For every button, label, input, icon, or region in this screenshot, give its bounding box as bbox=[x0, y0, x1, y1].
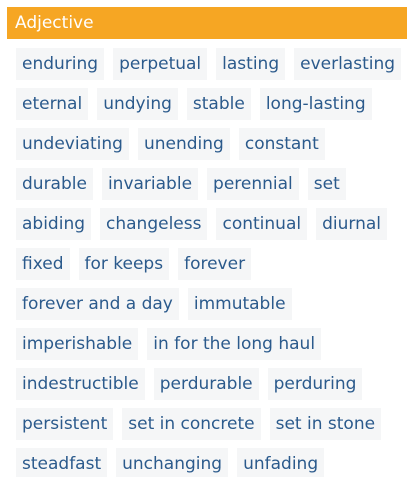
synonym-row: enduring perpetual lasting everlasting bbox=[16, 48, 408, 80]
synonym-chip[interactable]: indestructible bbox=[16, 368, 145, 400]
synonym-chip[interactable]: immutable bbox=[187, 288, 292, 320]
synonym-chip[interactable]: imperishable bbox=[16, 328, 139, 360]
synonym-row: persistent set in concrete set in stone bbox=[16, 408, 408, 440]
synonym-row: eternal undying stable long-lasting bbox=[16, 88, 408, 120]
synonym-row: indestructible perdurable perduring bbox=[16, 368, 408, 400]
part-of-speech-header: Adjective bbox=[7, 7, 407, 39]
synonym-chip[interactable]: diurnal bbox=[316, 208, 387, 240]
synonym-row: durable invariable perennial set bbox=[16, 168, 408, 200]
synonym-chip[interactable]: eternal bbox=[16, 88, 89, 120]
synonym-chip[interactable]: unending bbox=[137, 128, 230, 160]
synonym-chip[interactable]: set bbox=[307, 168, 346, 200]
synonym-row: undeviating unending constant bbox=[16, 128, 408, 160]
synonym-chip[interactable]: enduring bbox=[16, 48, 105, 80]
synonym-chip[interactable]: unfading bbox=[237, 448, 325, 477]
synonym-chip[interactable]: steadfast bbox=[16, 448, 108, 477]
synonym-list: enduring perpetual lasting everlasting e… bbox=[16, 48, 408, 477]
synonym-chip[interactable]: forever and a day bbox=[16, 288, 179, 320]
synonym-chip[interactable]: everlasting bbox=[294, 48, 402, 80]
synonym-row: abiding changeless continual diurnal bbox=[16, 208, 408, 240]
synonym-chip[interactable]: set in stone bbox=[269, 408, 382, 440]
synonym-chip[interactable]: continual bbox=[216, 208, 308, 240]
synonym-row: fixed for keeps forever bbox=[16, 248, 408, 280]
synonym-chip[interactable]: undying bbox=[97, 88, 178, 120]
synonym-chip[interactable]: perpetual bbox=[113, 48, 208, 80]
synonym-chip[interactable]: unchanging bbox=[116, 448, 229, 477]
synonym-chip[interactable]: constant bbox=[238, 128, 325, 160]
synonym-chip[interactable]: for keeps bbox=[78, 248, 170, 280]
synonym-chip[interactable]: persistent bbox=[16, 408, 114, 440]
synonym-chip[interactable]: in for the long haul bbox=[147, 328, 322, 360]
synonym-chip[interactable]: undeviating bbox=[16, 128, 129, 160]
synonym-chip[interactable]: perduring bbox=[267, 368, 363, 400]
synonym-chip[interactable]: forever bbox=[178, 248, 252, 280]
synonym-chip[interactable]: changeless bbox=[100, 208, 208, 240]
synonym-row: steadfast unchanging unfading bbox=[16, 448, 408, 477]
synonym-chip[interactable]: perdurable bbox=[153, 368, 259, 400]
synonym-row: imperishable in for the long haul bbox=[16, 328, 408, 360]
synonym-chip[interactable]: perennial bbox=[207, 168, 299, 200]
synonym-chip[interactable]: abiding bbox=[16, 208, 92, 240]
synonym-chip[interactable]: lasting bbox=[216, 48, 286, 80]
synonym-chip[interactable]: set in concrete bbox=[122, 408, 261, 440]
synonym-chip[interactable]: stable bbox=[186, 88, 251, 120]
synonym-chip[interactable]: invariable bbox=[101, 168, 199, 200]
synonym-chip[interactable]: fixed bbox=[16, 248, 70, 280]
synonym-row: forever and a day immutable bbox=[16, 288, 408, 320]
synonym-chip[interactable]: long-lasting bbox=[259, 88, 372, 120]
synonym-chip[interactable]: durable bbox=[16, 168, 93, 200]
